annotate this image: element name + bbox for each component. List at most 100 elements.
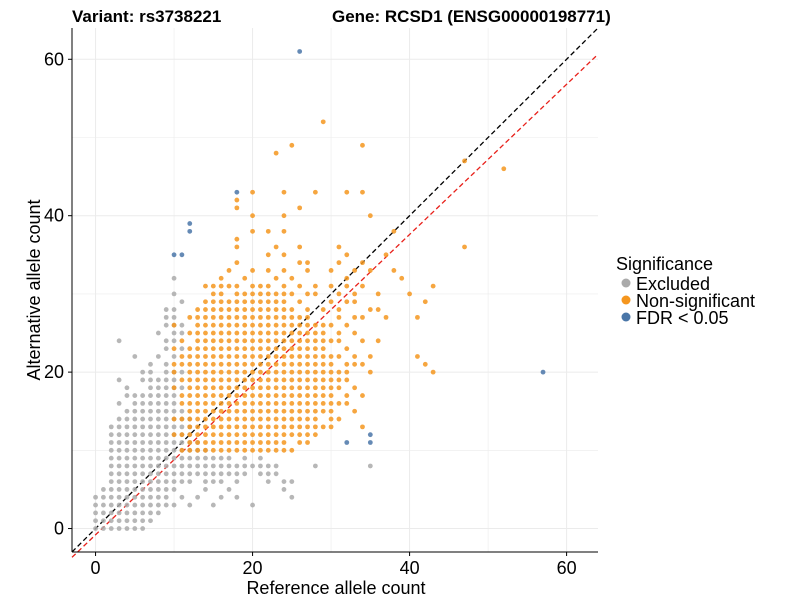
- point-excluded: [140, 518, 146, 524]
- point-excluded: [210, 463, 216, 469]
- point-excluded: [163, 307, 169, 312]
- point-non-significant: [187, 447, 193, 453]
- point-non-significant: [289, 314, 295, 320]
- point-non-significant: [422, 299, 428, 305]
- point-excluded: [148, 518, 153, 524]
- point-excluded: [210, 479, 216, 485]
- chart-title-gene: Gene: RCSD1 (ENSG00000198771): [332, 7, 611, 26]
- point-non-significant: [242, 401, 248, 406]
- point-non-significant: [195, 322, 201, 328]
- point-non-significant: [250, 369, 255, 375]
- point-non-significant: [187, 393, 193, 398]
- point-excluded: [140, 479, 146, 485]
- point-excluded: [218, 463, 224, 469]
- point-non-significant: [195, 393, 201, 398]
- point-non-significant: [344, 189, 350, 195]
- point-excluded: [148, 385, 153, 391]
- point-fdr-0-05: [367, 432, 373, 438]
- point-non-significant: [281, 424, 287, 430]
- point-excluded: [108, 440, 114, 445]
- point-non-significant: [289, 385, 295, 391]
- point-excluded: [179, 330, 185, 336]
- point-non-significant: [281, 268, 287, 273]
- point-non-significant: [265, 314, 271, 320]
- point-non-significant: [242, 416, 248, 422]
- point-non-significant: [297, 377, 303, 383]
- point-excluded: [203, 471, 208, 477]
- point-non-significant: [210, 385, 216, 391]
- point-non-significant: [352, 330, 358, 336]
- point-excluded: [195, 463, 201, 469]
- x-tick-label: 0: [91, 558, 101, 578]
- point-non-significant: [344, 322, 350, 328]
- point-non-significant: [289, 338, 295, 344]
- point-excluded: [155, 487, 161, 492]
- point-excluded: [140, 440, 146, 445]
- point-excluded: [132, 518, 138, 524]
- point-excluded: [258, 463, 263, 469]
- point-non-significant: [305, 369, 310, 375]
- point-excluded: [148, 494, 153, 500]
- point-non-significant: [305, 385, 310, 391]
- point-non-significant: [297, 299, 303, 305]
- point-excluded: [367, 463, 373, 469]
- point-non-significant: [187, 361, 193, 367]
- point-non-significant: [305, 416, 310, 422]
- point-non-significant: [281, 314, 287, 320]
- point-non-significant: [226, 307, 232, 312]
- point-excluded: [108, 447, 114, 453]
- axis-ticks: 0 20 40 60 0 20 40 60: [44, 49, 577, 578]
- point-non-significant: [352, 385, 358, 391]
- point-non-significant: [273, 307, 279, 312]
- point-excluded: [171, 487, 177, 492]
- point-non-significant: [289, 275, 295, 281]
- point-non-significant: [179, 432, 185, 438]
- point-non-significant: [258, 314, 263, 320]
- point-non-significant: [320, 401, 326, 406]
- point-non-significant: [226, 440, 232, 445]
- point-excluded: [124, 424, 130, 430]
- point-non-significant: [265, 369, 271, 375]
- point-non-significant: [226, 377, 232, 383]
- point-non-significant: [210, 377, 216, 383]
- point-non-significant: [312, 432, 318, 438]
- point-excluded: [108, 455, 114, 461]
- point-non-significant: [242, 307, 248, 312]
- point-non-significant: [258, 432, 263, 438]
- point-non-significant: [289, 408, 295, 414]
- point-non-significant: [179, 393, 185, 398]
- point-non-significant: [320, 393, 326, 398]
- point-excluded: [226, 463, 232, 469]
- point-non-significant: [289, 401, 295, 406]
- point-non-significant: [250, 314, 255, 320]
- point-non-significant: [203, 440, 208, 445]
- point-excluded: [124, 393, 130, 398]
- point-excluded: [289, 479, 295, 485]
- point-excluded: [116, 494, 122, 500]
- point-excluded: [171, 479, 177, 485]
- point-excluded: [140, 416, 146, 422]
- point-non-significant: [195, 401, 201, 406]
- point-excluded: [179, 408, 185, 414]
- point-non-significant: [226, 299, 232, 305]
- point-non-significant: [242, 338, 248, 344]
- point-non-significant: [273, 150, 279, 156]
- point-excluded: [171, 463, 177, 469]
- point-excluded: [171, 502, 177, 508]
- point-non-significant: [258, 346, 263, 352]
- point-non-significant: [305, 330, 310, 336]
- point-non-significant: [203, 424, 208, 430]
- point-excluded: [171, 455, 177, 461]
- point-excluded: [116, 463, 122, 469]
- point-non-significant: [195, 361, 201, 367]
- point-non-significant: [320, 338, 326, 344]
- point-excluded: [140, 455, 146, 461]
- point-non-significant: [218, 393, 224, 398]
- point-non-significant: [305, 377, 310, 383]
- point-fdr-0-05: [344, 440, 350, 445]
- point-non-significant: [218, 416, 224, 422]
- point-excluded: [155, 502, 161, 508]
- point-non-significant: [250, 416, 255, 422]
- point-non-significant: [203, 432, 208, 438]
- point-non-significant: [281, 299, 287, 305]
